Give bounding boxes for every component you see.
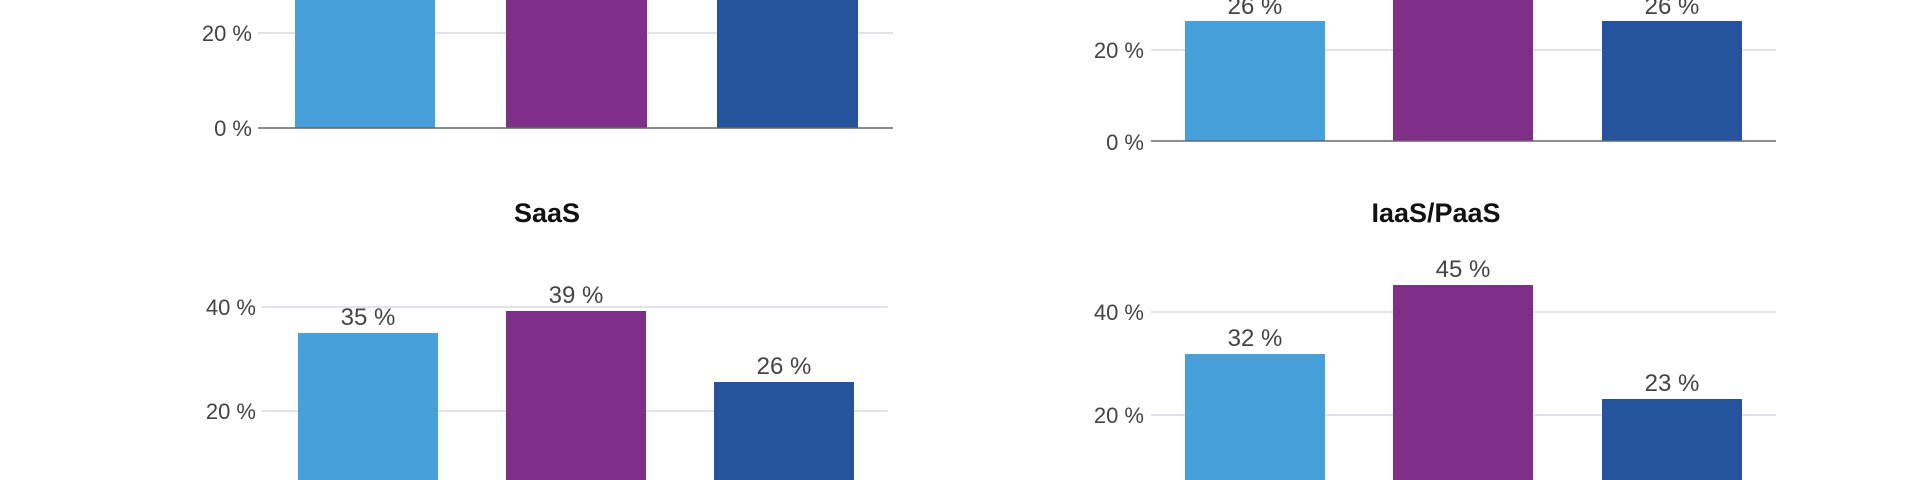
panel-top-left: 20 % 0 % (202, 0, 893, 141)
data-label-3: 26 % (757, 353, 812, 380)
panel-top-right: 20 % 0 % 26 % 26 % (1094, 0, 1776, 155)
y-tick-label-40: 40 % (1094, 300, 1144, 325)
bar-2 (506, 0, 647, 128)
data-label-3: 26 % (1645, 0, 1700, 20)
data-label-1: 32 % (1228, 325, 1283, 352)
data-label-3: 23 % (1645, 370, 1700, 397)
bar-3 (714, 382, 854, 480)
y-tick-label-0: 0 % (1106, 130, 1144, 155)
y-tick-label-40: 40 % (206, 295, 256, 320)
bar-2 (1393, 285, 1533, 480)
data-label-1: 35 % (341, 304, 396, 331)
panel-iaas-paas: IaaS/PaaS 40 % 20 % 32 % 45 % 23 % (1094, 198, 1776, 480)
y-tick-label-20: 20 % (206, 399, 256, 424)
y-tick-label-20: 20 % (202, 21, 252, 46)
bar-3 (1602, 21, 1742, 141)
bar-3 (1602, 399, 1742, 480)
y-tick-label-0: 0 % (214, 116, 252, 141)
data-label-1: 26 % (1228, 0, 1283, 20)
data-label-2: 39 % (549, 282, 604, 309)
y-tick-label-20: 20 % (1094, 38, 1144, 63)
panel-saas: SaaS 40 % 20 % 35 % 39 % 26 % (206, 198, 888, 480)
panel-title: SaaS (514, 198, 580, 228)
bar-1 (1185, 354, 1325, 480)
bar-3 (717, 0, 858, 128)
bar-2 (506, 311, 646, 480)
bar-2 (1393, 0, 1533, 141)
y-tick-label-20: 20 % (1094, 403, 1144, 428)
bar-1 (298, 333, 438, 480)
bar-1 (1185, 21, 1325, 141)
data-label-2: 45 % (1436, 256, 1491, 283)
bar-1 (295, 0, 435, 128)
panel-title: IaaS/PaaS (1371, 198, 1500, 228)
